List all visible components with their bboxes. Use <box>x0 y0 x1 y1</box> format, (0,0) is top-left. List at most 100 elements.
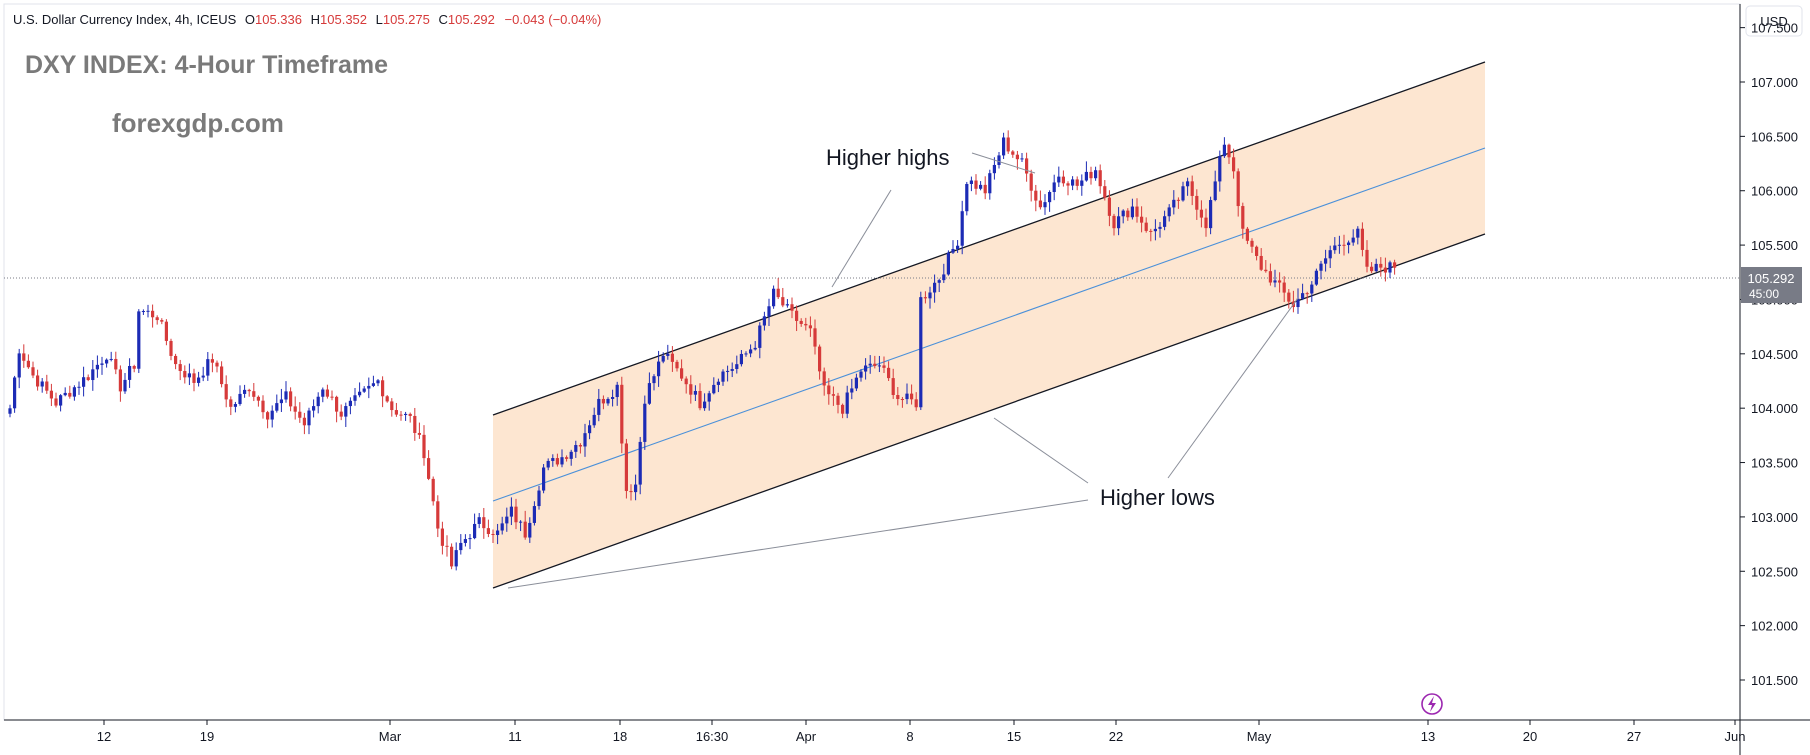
candle <box>422 425 426 466</box>
candle <box>450 543 454 570</box>
candle <box>1393 259 1397 275</box>
candle <box>716 378 720 393</box>
candle <box>910 384 914 405</box>
candle <box>693 385 697 401</box>
candle <box>509 497 513 526</box>
close-label: C <box>439 12 448 27</box>
candle <box>238 385 242 406</box>
candle <box>109 351 113 362</box>
x-tick-label: 13 <box>1421 729 1435 744</box>
candle <box>1310 281 1314 302</box>
candle <box>979 181 983 191</box>
candle <box>854 373 858 392</box>
y-tick-label: 103.000 <box>1751 510 1798 525</box>
candle <box>799 318 803 327</box>
candle <box>229 396 233 416</box>
candle <box>118 365 122 402</box>
candle <box>473 513 477 540</box>
currency-button[interactable] <box>1745 5 1803 37</box>
y-tick-label: 101.500 <box>1751 673 1798 688</box>
candle <box>620 376 624 454</box>
price-axis[interactable]: 101.500 102.000 102.500 103.000 103.500 104.0… <box>1740 21 1798 688</box>
candle <box>813 319 817 355</box>
candle <box>868 355 872 374</box>
x-tick-label: 27 <box>1627 729 1641 744</box>
y-tick-label: 107.500 <box>1751 21 1798 36</box>
candle <box>1232 148 1236 179</box>
candle <box>1153 219 1157 241</box>
candle <box>1278 272 1282 293</box>
candle <box>279 388 283 413</box>
candle <box>1034 184 1038 212</box>
candle <box>532 501 536 526</box>
candle <box>399 411 403 421</box>
candle <box>1374 258 1378 273</box>
candle <box>100 356 104 375</box>
candle <box>1011 150 1015 158</box>
candle <box>1370 262 1374 274</box>
candle <box>1342 234 1346 256</box>
candle <box>307 407 311 435</box>
candle <box>919 291 923 411</box>
candle <box>17 348 21 389</box>
candle <box>703 393 707 411</box>
candle <box>1084 161 1088 182</box>
candle <box>933 274 937 303</box>
candle <box>1328 245 1332 269</box>
candle <box>1319 260 1323 280</box>
candle <box>514 498 518 530</box>
candle <box>381 376 385 408</box>
candle <box>831 386 835 406</box>
candle <box>887 361 891 381</box>
candle <box>914 392 918 411</box>
candle <box>891 368 895 399</box>
candle <box>680 359 684 381</box>
candle <box>974 174 978 195</box>
candle <box>376 379 380 387</box>
candle <box>735 355 739 374</box>
high-label: H <box>311 12 320 27</box>
x-tick-label: 22 <box>1109 729 1123 744</box>
candle <box>712 377 716 395</box>
open-value: 105.336 <box>255 12 302 27</box>
watermark-site: forexgdp.com <box>112 108 284 138</box>
candle <box>877 355 881 373</box>
candle <box>1333 237 1337 254</box>
candle <box>601 395 605 410</box>
candle <box>59 394 63 412</box>
candle <box>776 278 780 300</box>
candle <box>1236 168 1240 217</box>
time-axis[interactable]: 12 19 Mar 11 18 16:30 Apr 8 15 22 May 13 20 27 Jun <box>97 720 1746 744</box>
channel-mid-line[interactable] <box>492 147 1486 502</box>
candle <box>500 516 504 535</box>
candle <box>1117 207 1121 236</box>
candle <box>1163 210 1167 231</box>
candle <box>298 402 302 423</box>
candle <box>983 176 987 200</box>
channel-lower-line[interactable] <box>492 233 1486 589</box>
higher-lows-pointer-1 <box>993 417 1089 484</box>
candle <box>220 361 224 388</box>
candle <box>252 383 256 402</box>
candle <box>362 386 366 393</box>
y-tick-label: 104.000 <box>1751 401 1798 416</box>
candle <box>1094 166 1098 181</box>
candle <box>647 372 651 405</box>
candle <box>22 344 26 368</box>
candle <box>1048 190 1052 212</box>
candle <box>477 512 481 529</box>
candle <box>358 382 362 398</box>
candle <box>1204 208 1208 237</box>
candle <box>128 358 132 388</box>
candle <box>123 372 127 394</box>
candle <box>82 366 86 397</box>
candle <box>206 352 210 381</box>
lightning-icon[interactable] <box>1421 693 1443 715</box>
candle <box>293 396 297 420</box>
x-tick-label: 19 <box>200 729 214 744</box>
candle <box>1098 164 1102 194</box>
candle <box>822 367 826 396</box>
candle <box>707 390 711 411</box>
candle <box>850 378 854 400</box>
